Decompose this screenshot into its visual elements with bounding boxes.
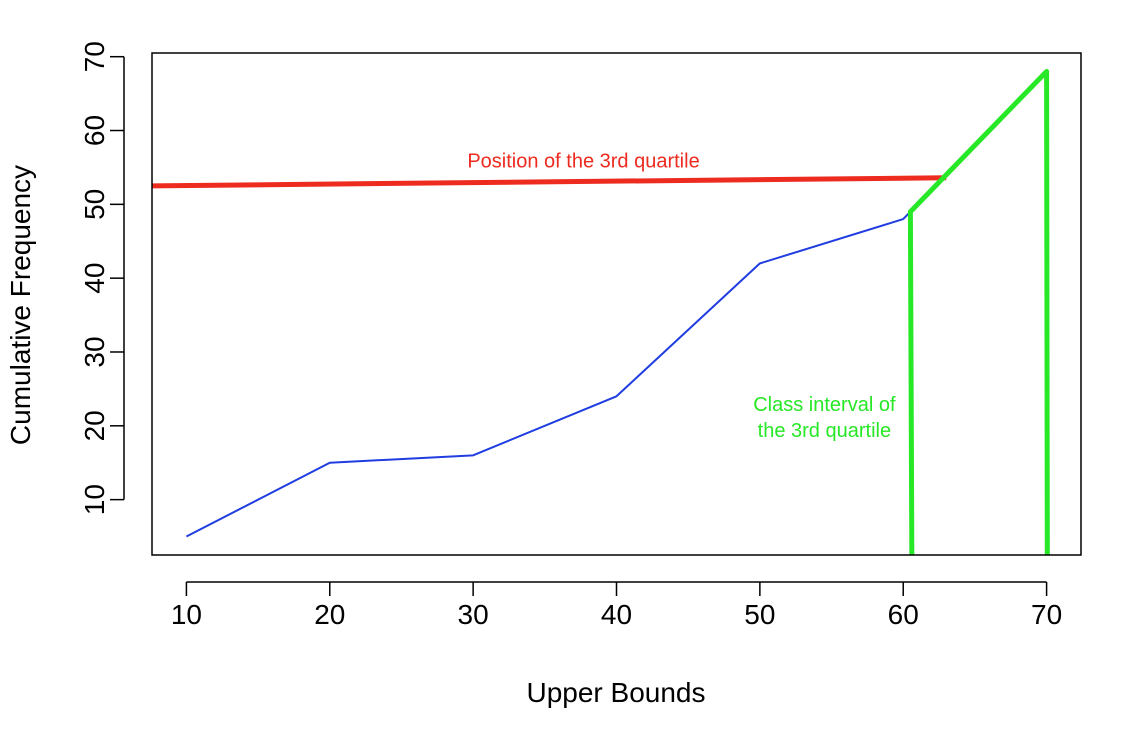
x-tick-label: 70 <box>1031 599 1062 630</box>
annotation-label: Class interval of the 3rd quartile <box>753 394 896 442</box>
x-tick-label: 10 <box>171 599 202 630</box>
annotation-layer: Position of the 3rd quartile Class interv… <box>151 68 1050 556</box>
x-tick-label: 50 <box>744 599 775 630</box>
x-tick-label: 20 <box>314 599 345 630</box>
y-tick-label: 10 <box>79 484 110 515</box>
y-axis: 10 20 30 40 50 60 70 <box>79 41 125 515</box>
x-tick-label: 40 <box>601 599 632 630</box>
y-tick-label: 40 <box>79 263 110 294</box>
y-axis-title: Cumulative Frequency <box>5 165 36 445</box>
annotation-label-line: Class interval of <box>753 394 896 416</box>
third-quartile-class-interval-lines <box>907 68 1050 556</box>
annotation-label: Position of the 3rd quartile <box>467 150 699 172</box>
third-quartile-position-line <box>151 175 947 189</box>
plot-frame <box>151 52 1082 556</box>
y-tick-label: 20 <box>79 410 110 441</box>
y-tick-label: 70 <box>79 41 110 72</box>
y-tick-label: 60 <box>79 115 110 146</box>
x-tick-label: 60 <box>888 599 919 630</box>
x-axis: 10 20 30 40 50 60 70 <box>171 581 1062 630</box>
x-tick-label: 30 <box>458 599 489 630</box>
annotation-label-line: Position of the 3rd quartile <box>467 150 699 172</box>
annotation-label-line: the 3rd quartile <box>758 420 891 442</box>
x-axis-title: Upper Bounds <box>526 677 705 708</box>
y-tick-label: 50 <box>79 189 110 220</box>
y-tick-label: 30 <box>79 336 110 367</box>
